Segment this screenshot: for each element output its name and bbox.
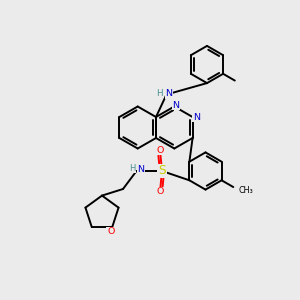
Text: O: O <box>157 187 164 196</box>
Text: N: N <box>172 100 179 109</box>
Text: N: N <box>165 89 172 98</box>
Text: S: S <box>158 164 166 178</box>
Text: N: N <box>137 165 145 174</box>
Text: H: H <box>129 164 135 172</box>
Text: H: H <box>157 88 163 98</box>
Text: O: O <box>157 146 164 155</box>
Text: N: N <box>193 112 200 122</box>
Text: CH₃: CH₃ <box>239 185 254 195</box>
Text: O: O <box>107 227 114 236</box>
